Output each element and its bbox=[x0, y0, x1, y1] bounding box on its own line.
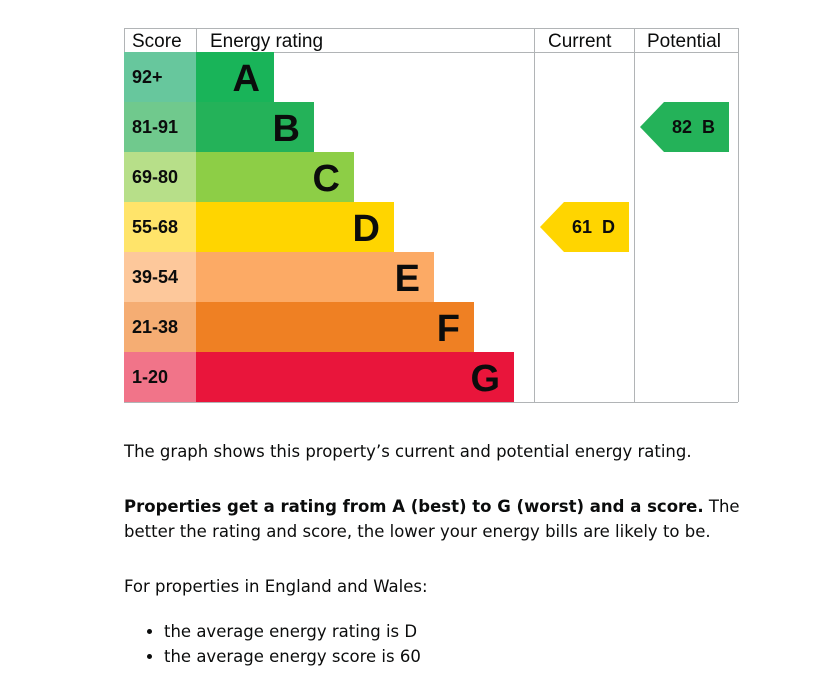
header-energy-rating: Energy rating bbox=[210, 31, 323, 52]
header-potential: Potential bbox=[647, 31, 721, 52]
band-range-label: 81-91 bbox=[132, 117, 178, 137]
band-range-label: 92+ bbox=[132, 67, 163, 87]
band-score-cell-b bbox=[124, 102, 196, 152]
potential-rating-pointer-label: 82 B bbox=[672, 117, 715, 137]
band-range-label: 21-38 bbox=[132, 317, 178, 337]
band-range-label: 39-54 bbox=[132, 267, 178, 287]
averages-list: the average energy rating is D the avera… bbox=[124, 619, 421, 669]
list-item-average-score: the average energy score is 60 bbox=[164, 644, 421, 669]
band-score-cell-a bbox=[124, 52, 196, 102]
header-score: Score bbox=[132, 31, 182, 52]
rating-explainer: Properties get a rating from A (best) to… bbox=[124, 494, 764, 544]
band-letter-label: G bbox=[470, 358, 500, 400]
band-range-label: 1-20 bbox=[132, 367, 168, 387]
band-score-cell-g bbox=[124, 352, 196, 402]
band-score-cell-e bbox=[124, 252, 196, 302]
band-letter-label: F bbox=[437, 308, 460, 350]
rating-bands: 92+ A 81-91 B 69-80 C 55-68 D 39-54 E 21-38 F 1-20 G bbox=[124, 52, 514, 402]
band-letter-label: D bbox=[353, 208, 380, 250]
rating-explainer-paragraph: Properties get a rating from A (best) to… bbox=[124, 494, 764, 544]
current-rating-pointer-label: 61 D bbox=[572, 217, 615, 237]
band-letter-label: C bbox=[313, 158, 340, 200]
band-bar-b bbox=[196, 102, 314, 152]
band-bar-a bbox=[196, 52, 274, 102]
band-bar-f bbox=[196, 302, 474, 352]
band-bar-d bbox=[196, 202, 394, 252]
header-current: Current bbox=[548, 31, 612, 52]
band-score-cell-c bbox=[124, 152, 196, 202]
band-score-cell-f bbox=[124, 302, 196, 352]
epc-chart: Score Energy rating Current Potential 92… bbox=[124, 28, 739, 403]
band-range-label: 69-80 bbox=[132, 167, 178, 187]
band-letter-label: B bbox=[273, 108, 300, 150]
potential-rating-pointer bbox=[640, 102, 729, 152]
band-bar-g bbox=[196, 352, 514, 402]
rating-explainer-bold: Properties get a rating from A (best) to… bbox=[124, 497, 704, 516]
band-score-cell-d bbox=[124, 202, 196, 252]
regional-intro-paragraph: For properties in England and Wales: bbox=[124, 577, 428, 596]
list-item-average-rating: the average energy rating is D bbox=[164, 619, 421, 644]
band-range-label: 55-68 bbox=[132, 217, 178, 237]
rating-pointers: 61 D 82 B bbox=[540, 102, 729, 252]
summary-text: The graph shows this property’s current … bbox=[124, 439, 764, 464]
band-letter-label: A bbox=[233, 58, 260, 100]
rating-explainer-rest: The better the rating and score, the low… bbox=[124, 497, 740, 541]
band-letter-label: E bbox=[395, 258, 420, 300]
current-rating-pointer bbox=[540, 202, 629, 252]
chart-headers: Score Energy rating Current Potential bbox=[132, 31, 721, 52]
band-bar-c bbox=[196, 152, 354, 202]
band-bar-e bbox=[196, 252, 434, 302]
summary-paragraph: The graph shows this property’s current … bbox=[124, 442, 692, 461]
regional-intro: For properties in England and Wales: bbox=[124, 574, 764, 599]
